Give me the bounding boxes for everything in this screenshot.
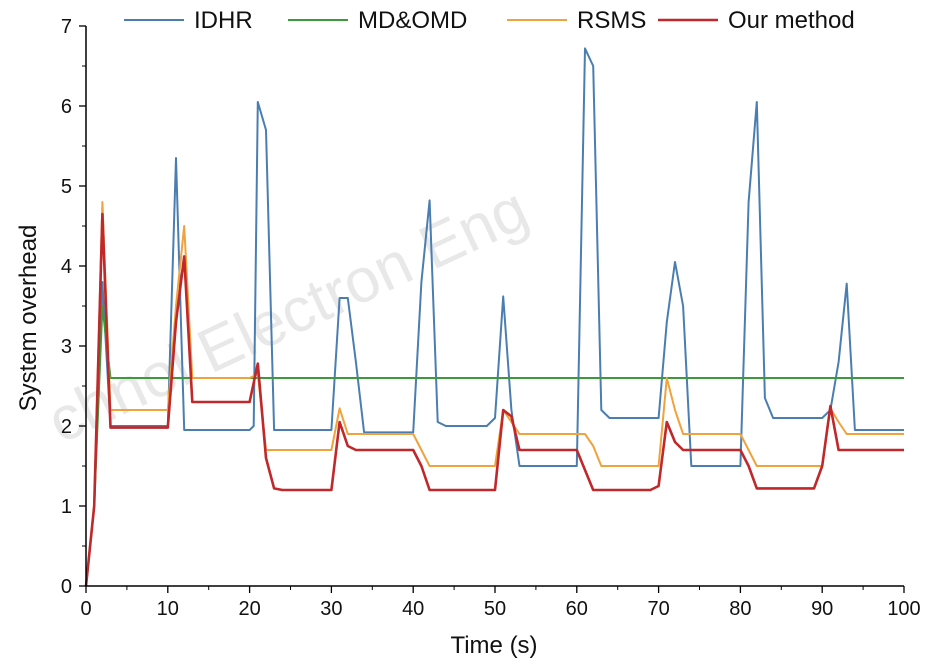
legend-label: Our method (728, 7, 855, 34)
legend-label: IDHR (194, 7, 253, 34)
axes-layer: 0 10 20 30 40 50 60 70 80 90 100 0 1 2 3 4 5 6 7 (61, 16, 921, 620)
series-layer (84, 47, 904, 587)
y-tick-label: 6 (61, 96, 72, 118)
x-tick-label: 10 (157, 598, 179, 620)
legend: IDHR MD&OMD RSMS Our method (124, 7, 855, 34)
x-tick-label: 0 (80, 598, 91, 620)
x-tick-label: 30 (320, 598, 342, 620)
x-tick-label: 100 (887, 598, 920, 620)
legend-label: MD&OMD (358, 7, 467, 34)
x-tick-label: 50 (484, 598, 506, 620)
y-tick-label: 4 (61, 256, 72, 278)
legend-label: RSMS (577, 7, 646, 34)
y-tick-label: 2 (61, 416, 72, 438)
x-tick-label: 20 (238, 598, 260, 620)
x-tick-label: 60 (566, 598, 588, 620)
y-tick-label: 3 (61, 336, 72, 358)
series-line-3 (85, 201, 904, 587)
y-tick-label: 0 (61, 576, 72, 598)
x-tick-label: 40 (402, 598, 424, 620)
y-axis-title: System overhead (15, 225, 42, 412)
x-axis-title: Time (s) (450, 632, 537, 659)
x-tick-label: 90 (811, 598, 833, 620)
y-tick-label: 1 (61, 496, 72, 518)
series-line-4 (84, 212, 904, 587)
series-line-1 (85, 47, 904, 587)
watermark-text: chnol Electron Eng (37, 174, 538, 456)
x-tick-label: 70 (647, 598, 669, 620)
y-tick-label: 5 (61, 176, 72, 198)
y-tick-label: 7 (61, 16, 72, 38)
x-tick-label: 80 (729, 598, 751, 620)
